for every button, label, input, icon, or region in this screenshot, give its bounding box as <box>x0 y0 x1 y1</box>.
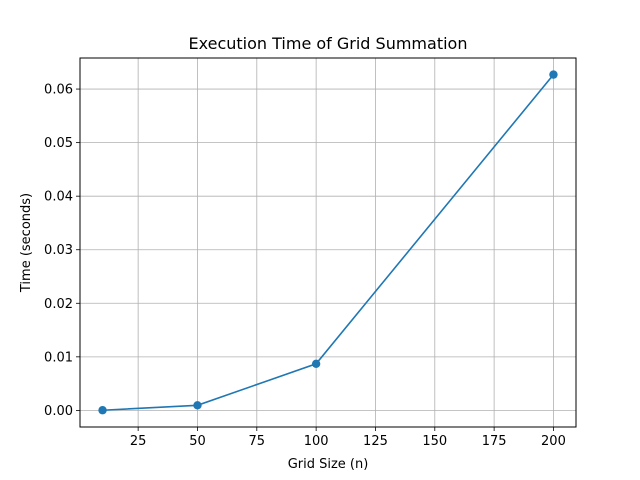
grid-lines <box>80 58 576 427</box>
plot-frame <box>79 57 577 428</box>
x-axis-label: Grid Size (n) <box>288 457 369 472</box>
x-tick-label: 75 <box>249 434 266 449</box>
data-point-marker <box>311 359 321 369</box>
y-tick-label: 0.02 <box>44 297 73 312</box>
data-point-marker <box>193 401 202 410</box>
x-tick-label: 175 <box>482 434 507 449</box>
x-tick-label: 200 <box>541 434 566 449</box>
y-tick-label: 0.01 <box>44 350 73 365</box>
y-tick-label: 0.04 <box>44 190 73 205</box>
x-tick-label: 25 <box>130 434 147 449</box>
chart-title: Execution Time of Grid Summation <box>189 34 468 53</box>
series-line <box>102 74 555 412</box>
data-point-marker <box>549 70 558 79</box>
series-line-layer <box>98 70 558 415</box>
x-tick-label: 100 <box>304 434 329 449</box>
y-tick-label: 0.06 <box>44 83 73 98</box>
x-tick-label: 150 <box>422 434 447 449</box>
data-point-marker <box>98 406 107 415</box>
y-tick-label: 0.00 <box>44 404 73 419</box>
axis-ticks: 25 50 75 100 125 150 175 200 0.00 0.01 0.02 0.03 0.0… <box>44 83 566 449</box>
x-tick-label: 50 <box>189 434 206 449</box>
y-tick-label: 0.05 <box>44 136 73 151</box>
y-tick-label: 0.03 <box>44 243 73 258</box>
x-tick-label: 125 <box>363 434 388 449</box>
y-axis-label: Time (seconds) <box>19 193 34 293</box>
